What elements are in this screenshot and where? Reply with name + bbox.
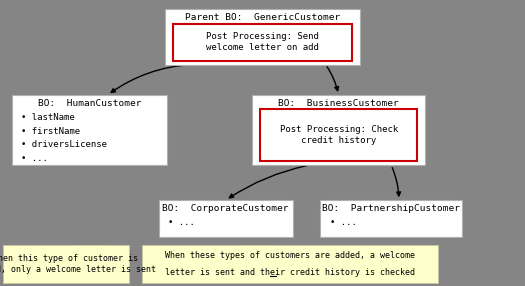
FancyBboxPatch shape: [173, 24, 352, 61]
Text: When this type of customer is
added, only a welcome letter is sent: When this type of customer is added, onl…: [0, 254, 155, 273]
Text: BO:  BusinessCustomer: BO: BusinessCustomer: [278, 98, 399, 108]
FancyBboxPatch shape: [260, 109, 417, 161]
Text: BO:  HumanCustomer: BO: HumanCustomer: [37, 98, 141, 108]
Text: letter is sent and their credit history is checked: letter is sent and their credit history …: [165, 268, 415, 277]
FancyBboxPatch shape: [159, 200, 293, 237]
FancyBboxPatch shape: [165, 9, 360, 65]
Text: • driversLicense: • driversLicense: [22, 140, 107, 149]
Text: Post Processing: Send
welcome letter on add: Post Processing: Send welcome letter on …: [206, 33, 319, 52]
Text: Parent BO:  GenericCustomer: Parent BO: GenericCustomer: [185, 13, 340, 22]
Text: • firstName: • firstName: [22, 127, 80, 136]
Text: • ...: • ...: [168, 218, 195, 227]
Text: BO:  CorporateCustomer: BO: CorporateCustomer: [163, 204, 289, 212]
FancyBboxPatch shape: [3, 245, 129, 283]
FancyBboxPatch shape: [12, 95, 167, 165]
Text: When these types of customers are added, a welcome: When these types of customers are added,…: [165, 251, 415, 260]
FancyBboxPatch shape: [252, 95, 425, 165]
Text: • ...: • ...: [330, 218, 356, 227]
FancyBboxPatch shape: [320, 200, 462, 237]
Text: BO:  PartnershipCustomer: BO: PartnershipCustomer: [322, 204, 460, 212]
FancyBboxPatch shape: [142, 245, 438, 283]
Text: • ...: • ...: [22, 154, 48, 163]
Text: Post Processing: Check
credit history: Post Processing: Check credit history: [279, 126, 398, 145]
Text: • lastName: • lastName: [22, 113, 75, 122]
